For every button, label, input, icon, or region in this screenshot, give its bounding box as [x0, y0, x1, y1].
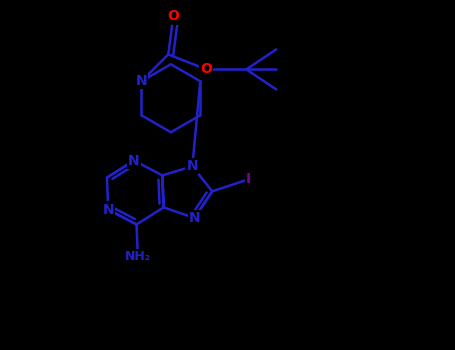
Text: N: N [136, 74, 147, 88]
Text: N: N [189, 211, 200, 225]
Text: N: N [102, 203, 114, 217]
Text: O: O [167, 9, 179, 23]
Text: I: I [246, 173, 251, 187]
Text: O: O [200, 62, 212, 76]
Text: N: N [187, 159, 198, 173]
Text: N: N [128, 154, 140, 168]
Text: NH₂: NH₂ [125, 250, 151, 263]
